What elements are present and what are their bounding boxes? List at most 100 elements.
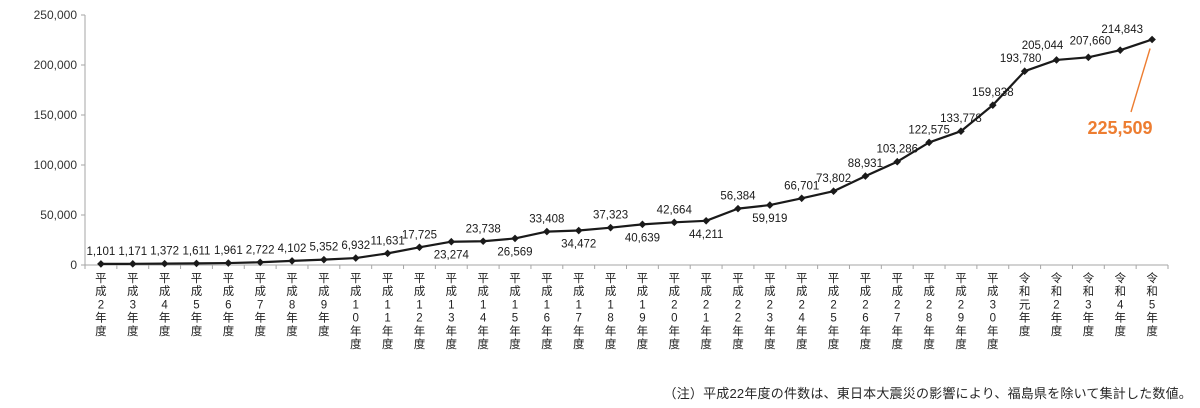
y-axis-label: 200,000: [34, 58, 78, 72]
x-axis-label-char: 0: [990, 313, 996, 325]
x-axis-label-char: 年: [159, 311, 171, 325]
x-axis-label-char: 7: [576, 313, 582, 325]
data-label: 5,352: [310, 242, 339, 254]
x-axis-label-char: 度: [95, 324, 107, 338]
x-axis-label-char: 令: [1083, 271, 1095, 285]
x-axis-label-char: 8: [607, 313, 613, 325]
data-label: 159,838: [972, 87, 1014, 99]
x-axis-label-char: 成: [637, 285, 649, 298]
x-axis-label-char: 年: [1146, 311, 1158, 325]
x-axis-label-char: 5: [193, 299, 199, 311]
x-axis-label-char: 成: [764, 285, 776, 298]
x-axis-label-char: 平: [318, 273, 330, 285]
x-axis-label-char: 8: [926, 313, 932, 325]
x-axis-label-char: 平: [414, 273, 426, 285]
x-axis-label-char: 度: [828, 337, 840, 351]
data-label: 103,286: [876, 144, 918, 156]
x-axis-label-char: 平: [732, 273, 744, 285]
x-axis-label-char: 2: [703, 299, 709, 311]
x-axis-label-char: 成: [382, 285, 394, 298]
data-label: 34,472: [561, 239, 596, 251]
x-axis-label-char: 成: [955, 285, 967, 298]
data-label: 17,725: [402, 229, 437, 241]
x-axis-label-char: 年: [637, 324, 649, 338]
x-axis-label-char: 年: [573, 324, 585, 338]
x-axis-label-char: 平: [446, 273, 458, 285]
x-axis-label-char: 年: [95, 311, 107, 325]
data-point-marker: [797, 194, 806, 203]
x-axis-label-char: 年: [923, 324, 935, 338]
x-axis-label-char: 令: [1019, 271, 1031, 285]
data-point-marker: [829, 187, 838, 195]
x-axis-label-char: 年: [382, 324, 394, 338]
data-point-marker: [511, 234, 519, 243]
data-point-marker: [383, 249, 392, 258]
x-axis-label-char: 2: [98, 299, 104, 311]
x-axis-label-char: 4: [1117, 299, 1124, 311]
x-axis-label-char: 9: [639, 313, 645, 325]
x-axis-label-char: 度: [1083, 324, 1095, 338]
x-axis-label-char: 3: [448, 313, 454, 325]
x-axis-label-char: 成: [350, 285, 362, 298]
x-axis-label-char: 年: [955, 324, 967, 338]
x-axis-label-char: 成: [254, 285, 266, 298]
x-axis-label-char: 年: [860, 324, 872, 338]
x-axis-label-char: 度: [892, 337, 904, 351]
x-axis-label-char: 度: [1019, 324, 1031, 338]
x-axis-label-char: 年: [1114, 311, 1126, 325]
data-point-marker: [128, 260, 137, 268]
x-axis-label-char: 度: [1146, 324, 1158, 338]
x-axis-label-char: 年: [1019, 311, 1031, 325]
x-axis-label-char: 年: [350, 324, 362, 338]
data-point-marker: [192, 259, 201, 268]
x-axis-label-char: 1: [544, 299, 550, 311]
x-axis-label-char: 平: [509, 273, 521, 285]
x-axis-label-char: 平: [573, 273, 585, 285]
x-axis-label-char: 2: [735, 313, 741, 325]
x-axis-label-char: 度: [700, 337, 712, 351]
footnote: （注）平成22年度の件数は、東日本大震災の影響により、福島県を除いて集計した数値…: [663, 386, 1192, 401]
x-axis-label-char: 成: [573, 285, 585, 298]
callout-label: 225,509: [1087, 118, 1152, 138]
x-axis-label-char: 3: [1085, 299, 1091, 311]
data-point-marker: [160, 259, 169, 268]
data-label: 44,211: [689, 229, 723, 241]
series-line: [100, 38, 1153, 265]
data-label: 33,408: [529, 214, 564, 226]
x-axis-label-char: 平: [127, 273, 139, 285]
data-point-marker: [861, 172, 870, 180]
x-axis-label-char: 度: [637, 337, 649, 351]
x-axis-label-char: 成: [191, 285, 203, 298]
x-axis-label-char: 年: [732, 324, 744, 338]
x-axis-label-char: 元: [1019, 299, 1031, 311]
x-axis-label-char: 度: [605, 337, 617, 351]
data-label: 88,931: [848, 158, 883, 170]
x-axis-label-char: 平: [382, 273, 394, 285]
x-axis-label-char: 成: [159, 285, 171, 298]
x-axis-label-char: 度: [1051, 324, 1063, 338]
x-axis-label-char: 年: [892, 324, 904, 338]
x-axis-label-char: 平: [541, 273, 553, 285]
data-label: 42,664: [657, 204, 693, 216]
data-label: 40,639: [625, 232, 660, 244]
callout-leader-line: [1130, 48, 1151, 113]
x-axis-label-char: 1: [384, 313, 390, 325]
x-axis-label-char: 和: [1019, 285, 1031, 298]
data-point-marker: [638, 220, 647, 229]
x-axis-label-char: 3: [130, 299, 136, 311]
x-axis-label-char: 年: [477, 324, 489, 338]
x-axis-label-char: 度: [955, 337, 967, 351]
x-axis-label-char: 平: [764, 273, 776, 285]
x-axis-label-char: 年: [828, 324, 840, 338]
data-point-marker: [606, 223, 615, 232]
x-axis-label-char: 成: [796, 285, 808, 298]
x-axis-label-char: 年: [541, 324, 553, 338]
x-axis-label-char: 1: [639, 299, 645, 311]
x-axis-label-char: 度: [764, 337, 776, 351]
x-axis-label-char: 平: [286, 273, 298, 285]
y-axis-label: 150,000: [34, 108, 78, 122]
x-axis-label-char: 令: [1114, 271, 1126, 285]
x-axis-label-char: 年: [286, 311, 298, 325]
